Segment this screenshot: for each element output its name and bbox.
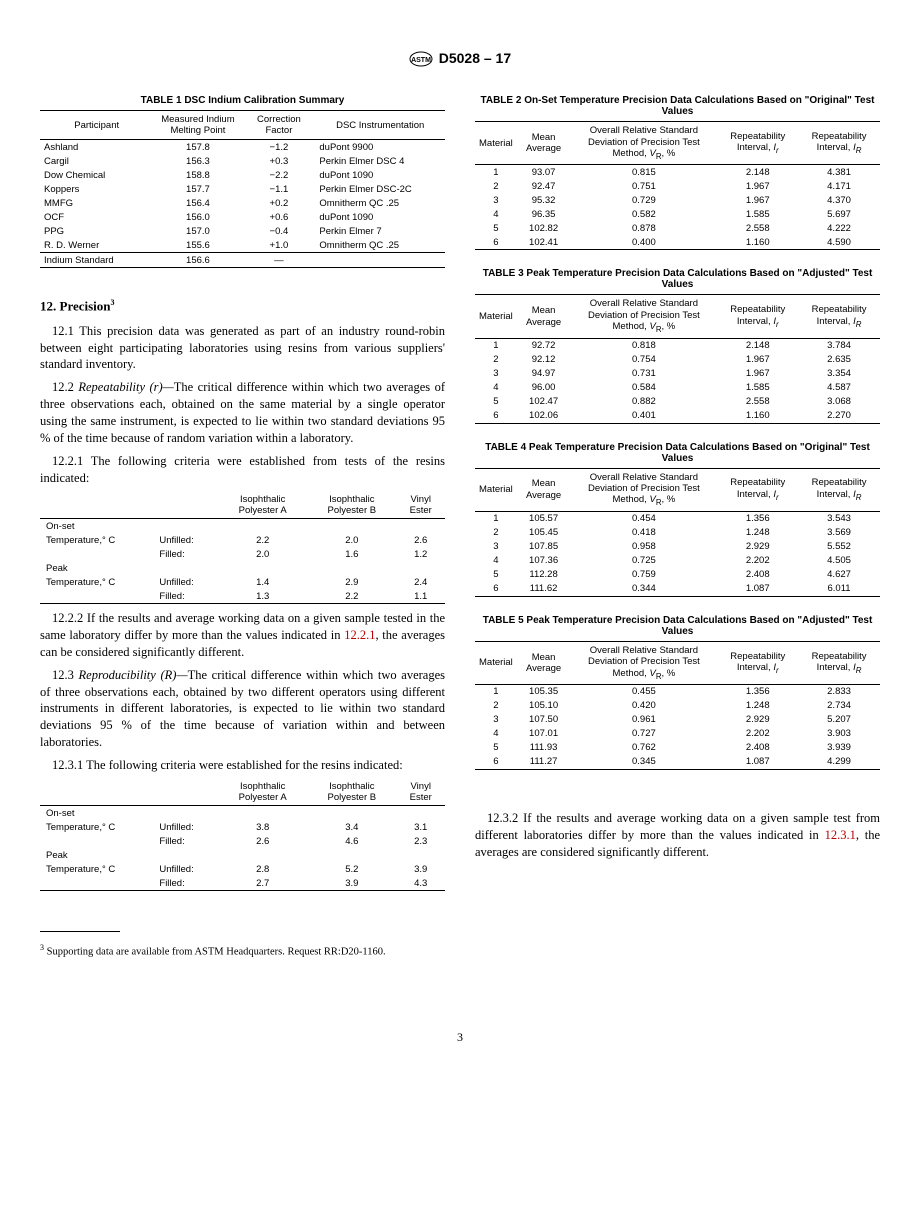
- table1: Participant Measured Indium Melting Poin…: [40, 110, 445, 268]
- table-row: Temperature,° CUnfilled:3.83.43.1: [40, 820, 445, 834]
- table-row: 6111.620.3441.0876.011: [475, 582, 880, 597]
- table3: MaterialMean AverageOverall Relative Sta…: [475, 294, 880, 423]
- para-12-3: 12.3 Reproducibility (R)—The critical di…: [40, 667, 445, 751]
- table-row: OCF156.0+0.6duPont 1090: [40, 210, 445, 224]
- table-row: PPG157.0−0.4Perkin Elmer 7: [40, 224, 445, 238]
- table-row: 496.350.5821.5855.697: [475, 207, 880, 221]
- table-row: 496.000.5841.5854.587: [475, 381, 880, 395]
- para-12-1: 12.1 This precision data was generated a…: [40, 323, 445, 374]
- para-12-3-1: 12.3.1 The following criteria were estab…: [40, 757, 445, 774]
- table-row: 5102.470.8822.5583.068: [475, 395, 880, 409]
- para-12-2: 12.2 Repeatability (r)—The critical diff…: [40, 379, 445, 447]
- table-row: On-set: [40, 805, 445, 820]
- table-row: Filled:2.73.94.3: [40, 876, 445, 891]
- left-column: TABLE 1 DSC Indium Calibration Summary P…: [40, 87, 445, 969]
- t1-h1: Participant: [40, 111, 153, 140]
- table-row: R. D. Werner155.6+1.0Omnitherm QC .25: [40, 238, 445, 253]
- table5: MaterialMean AverageOverall Relative Sta…: [475, 641, 880, 770]
- page-header: ASTM D5028 – 17: [40, 50, 880, 67]
- footnote-3: 3 Supporting data are available from AST…: [40, 943, 445, 959]
- table4-title: TABLE 4 Peak Temperature Precision Data …: [475, 442, 880, 464]
- table-row: Dow Chemical158.8−2.2duPont 1090: [40, 168, 445, 182]
- table5-title: TABLE 5 Peak Temperature Precision Data …: [475, 615, 880, 637]
- para-12-2-1: 12.2.1 The following criteria were estab…: [40, 453, 445, 487]
- para-12-2-2: 12.2.2 If the results and average workin…: [40, 610, 445, 661]
- designation-text: D5028 – 17: [439, 50, 511, 66]
- table-row: Filled:1.32.21.1: [40, 589, 445, 604]
- table-row: 3107.500.9612.9295.207: [475, 713, 880, 727]
- table-row: 6111.270.3451.0874.299: [475, 755, 880, 770]
- table-row: Filled:2.64.62.3: [40, 834, 445, 848]
- para-12-3-2: 12.3.2 If the results and average workin…: [475, 810, 880, 861]
- table-row: Peak: [40, 561, 445, 575]
- table-row: 1105.350.4551.3562.833: [475, 684, 880, 699]
- table-row: 6102.410.4001.1604.590: [475, 235, 880, 250]
- table-row: 395.320.7291.9674.370: [475, 193, 880, 207]
- t1-h4: DSC Instrumentation: [315, 111, 445, 140]
- table-row: 6102.060.4011.1602.270: [475, 409, 880, 424]
- mini-table-1: Isophthalic Polyester A Isophthalic Poly…: [40, 493, 445, 605]
- table-row: Peak: [40, 848, 445, 862]
- table-row: 1105.570.4541.3563.543: [475, 511, 880, 526]
- table-row: Temperature,° CUnfilled:2.85.23.9: [40, 862, 445, 876]
- table-row: Ashland157.8−1.2duPont 9900: [40, 140, 445, 155]
- table3-title: TABLE 3 Peak Temperature Precision Data …: [475, 268, 880, 290]
- table-row: 5111.930.7622.4083.939: [475, 741, 880, 755]
- table-row: 5112.280.7592.4084.627: [475, 568, 880, 582]
- table-row: 394.970.7311.9673.354: [475, 367, 880, 381]
- table1-title: TABLE 1 DSC Indium Calibration Summary: [40, 95, 445, 106]
- table-row: On-set: [40, 518, 445, 533]
- table-row: Cargil156.3+0.3Perkin Elmer DSC 4: [40, 154, 445, 168]
- t1-h2: Measured Indium Melting Point: [153, 111, 242, 140]
- table-row: 193.070.8152.1484.381: [475, 165, 880, 180]
- right-column: TABLE 2 On-Set Temperature Precision Dat…: [475, 87, 880, 969]
- table-row: 292.470.7511.9674.171: [475, 179, 880, 193]
- table-row: MMFG156.4+0.2Omnitherm QC .25: [40, 196, 445, 210]
- astm-logo-icon: ASTM: [409, 51, 433, 67]
- table-row: 2105.450.4181.2483.569: [475, 526, 880, 540]
- t1-h3: Correction Factor: [242, 111, 315, 140]
- table-row: 3107.850.9582.9295.552: [475, 540, 880, 554]
- table-row: 192.720.8182.1483.784: [475, 338, 880, 353]
- table-row: 2105.100.4201.2482.734: [475, 699, 880, 713]
- table-row: Filled:2.01.61.2: [40, 547, 445, 561]
- table-row: Temperature,° CUnfilled:2.22.02.6: [40, 533, 445, 547]
- mini-table-2: Isophthalic Polyester A Isophthalic Poly…: [40, 780, 445, 892]
- table-row: Temperature,° CUnfilled:1.42.92.4: [40, 575, 445, 589]
- footnote-rule: [40, 931, 120, 932]
- table-row: 5102.820.8782.5584.222: [475, 221, 880, 235]
- table-row: 292.120.7541.9672.635: [475, 353, 880, 367]
- table-row: Koppers157.7−1.1Perkin Elmer DSC-2C: [40, 182, 445, 196]
- section-12-heading: 12. Precision3: [40, 298, 445, 314]
- table-row: 4107.010.7272.2023.903: [475, 727, 880, 741]
- svg-text:ASTM: ASTM: [411, 57, 431, 64]
- table2: MaterialMean AverageOverall Relative Sta…: [475, 121, 880, 250]
- table4: MaterialMean AverageOverall Relative Sta…: [475, 468, 880, 597]
- page-number: 3: [40, 1030, 880, 1045]
- table-row: 4107.360.7252.2024.505: [475, 554, 880, 568]
- table-row-std: Indium Standard156.6—: [40, 253, 445, 268]
- table2-title: TABLE 2 On-Set Temperature Precision Dat…: [475, 95, 880, 117]
